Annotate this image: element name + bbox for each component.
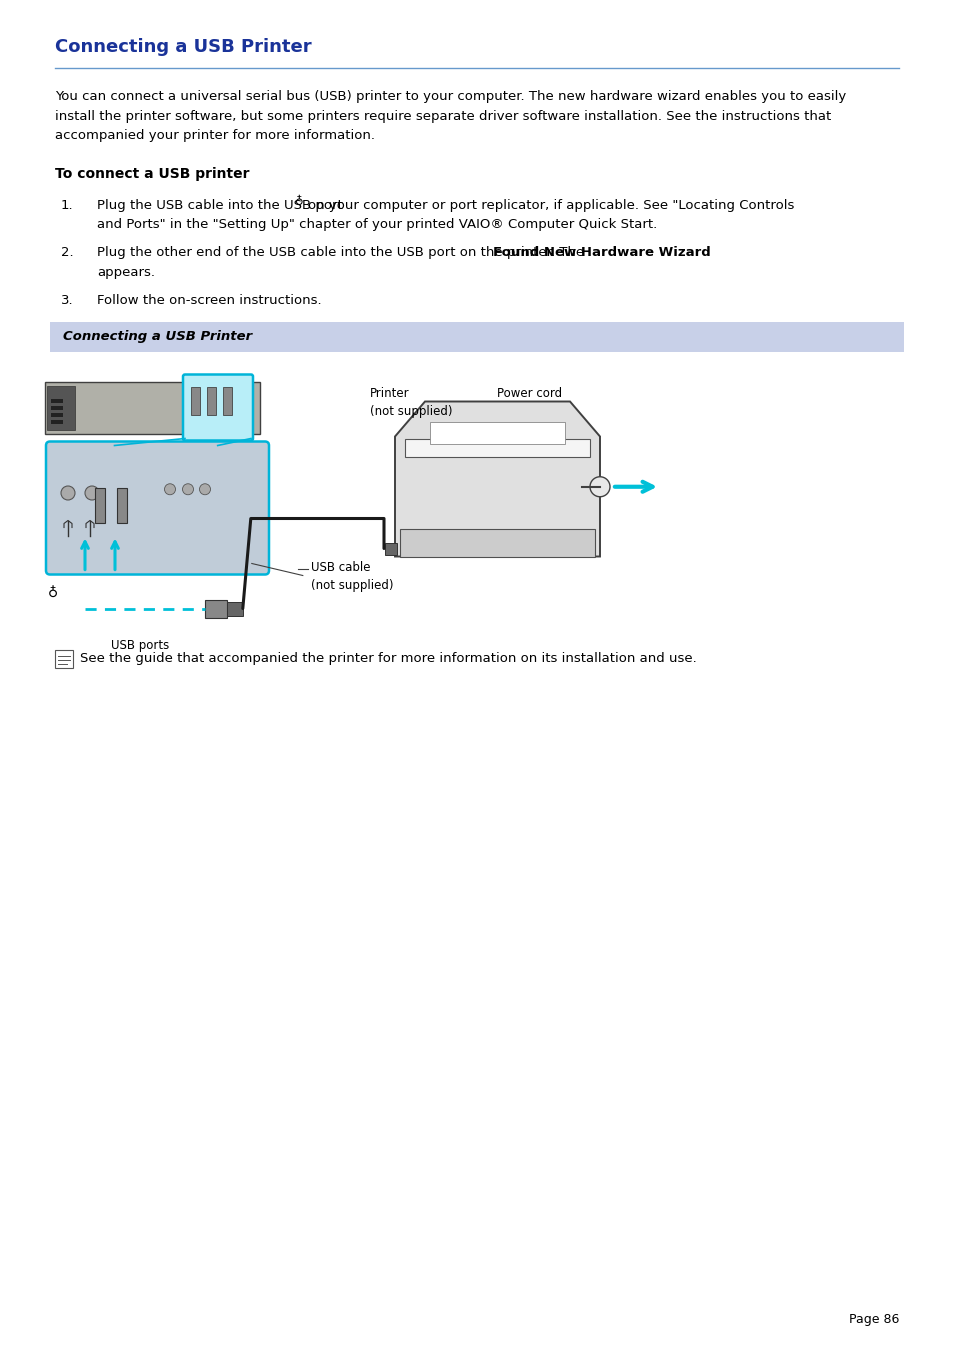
Circle shape: [61, 486, 75, 500]
Bar: [191, 388, 200, 415]
Text: and Ports" in the "Setting Up" chapter of your printed VAIO® Computer Quick Star: and Ports" in the "Setting Up" chapter o…: [97, 218, 657, 231]
Circle shape: [164, 484, 175, 494]
FancyBboxPatch shape: [46, 442, 269, 574]
Bar: [430, 422, 564, 443]
Text: 3.: 3.: [61, 293, 73, 307]
Text: You can connect a universal serial bus (USB) printer to your computer. The new h: You can connect a universal serial bus (…: [55, 91, 845, 103]
Text: install the printer software, but some printers require separate driver software: install the printer software, but some p…: [55, 109, 830, 123]
Text: Plug the USB cable into the USB port: Plug the USB cable into the USB port: [97, 199, 347, 212]
Bar: [51, 399, 63, 403]
Text: Connecting a USB Printer: Connecting a USB Printer: [55, 38, 312, 55]
Bar: [45, 381, 260, 434]
Bar: [399, 528, 595, 557]
Text: To connect a USB printer: To connect a USB printer: [55, 166, 250, 181]
Bar: [385, 543, 396, 554]
Bar: [51, 405, 63, 409]
Bar: [207, 388, 215, 415]
Text: appears.: appears.: [97, 266, 154, 278]
Text: (not supplied): (not supplied): [311, 578, 393, 592]
Text: Connecting a USB Printer: Connecting a USB Printer: [63, 330, 252, 343]
Text: Printer: Printer: [370, 386, 409, 400]
Text: Found New Hardware Wizard: Found New Hardware Wizard: [493, 246, 710, 259]
Text: accompanied your printer for more information.: accompanied your printer for more inform…: [55, 128, 375, 142]
Bar: [51, 420, 63, 423]
Circle shape: [182, 484, 193, 494]
Text: 2.: 2.: [61, 246, 73, 259]
Bar: [95, 488, 105, 523]
Polygon shape: [395, 401, 599, 557]
Circle shape: [589, 477, 609, 497]
Circle shape: [199, 484, 211, 494]
Text: ♁: ♁: [48, 585, 58, 600]
Text: ♁: ♁: [294, 195, 303, 208]
Bar: [405, 439, 589, 457]
Text: Plug the other end of the USB cable into the USB port on the printer. The: Plug the other end of the USB cable into…: [97, 246, 588, 259]
Text: 1.: 1.: [61, 199, 73, 212]
Text: on your computer or port replicator, if applicable. See "Locating Controls: on your computer or port replicator, if …: [308, 199, 794, 212]
Bar: [50, 322, 903, 351]
Bar: [51, 412, 63, 416]
Text: Page 86: Page 86: [848, 1313, 898, 1325]
Bar: [205, 600, 227, 617]
Bar: [223, 388, 232, 415]
Bar: [117, 488, 127, 523]
Text: (not supplied): (not supplied): [370, 404, 452, 417]
Text: Follow the on-screen instructions.: Follow the on-screen instructions.: [97, 293, 321, 307]
Bar: [227, 601, 243, 616]
Bar: [55, 650, 73, 667]
Text: See the guide that accompanied the printer for more information on its installat: See the guide that accompanied the print…: [80, 651, 696, 665]
Text: USB ports: USB ports: [112, 639, 170, 651]
Bar: [47, 385, 75, 430]
FancyBboxPatch shape: [183, 374, 253, 440]
Circle shape: [85, 486, 99, 500]
Text: USB cable: USB cable: [311, 561, 370, 574]
Text: Power cord: Power cord: [497, 386, 562, 400]
